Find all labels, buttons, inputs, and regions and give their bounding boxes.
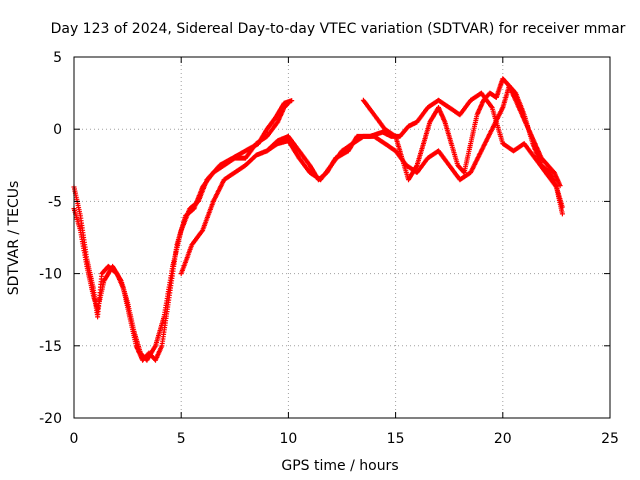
x-tick-label: 25 bbox=[601, 431, 619, 447]
x-tick-label: 20 bbox=[494, 431, 512, 447]
chart-title: Day 123 of 2024, Sidereal Day-to-day VTE… bbox=[51, 21, 626, 37]
plot-frame bbox=[73, 56, 611, 419]
data-point-markers bbox=[264, 83, 565, 217]
y-tick-label: -20 bbox=[39, 411, 62, 427]
data-point-markers bbox=[360, 76, 563, 189]
y-axis-label: SDTVAR / TECUs bbox=[6, 181, 22, 296]
x-tick-label: 15 bbox=[387, 431, 405, 447]
data-point-markers bbox=[178, 90, 565, 277]
data-series bbox=[71, 76, 565, 363]
series-track-e bbox=[360, 76, 563, 189]
y-tick-label: 5 bbox=[53, 50, 62, 66]
y-tick-label: 0 bbox=[53, 122, 62, 138]
series-track-c bbox=[178, 90, 565, 277]
x-tick-label: 0 bbox=[70, 431, 79, 447]
x-tick-label: 5 bbox=[177, 431, 186, 447]
y-tick-label: -15 bbox=[39, 339, 62, 355]
y-tick-label: -5 bbox=[48, 194, 62, 210]
data-point-markers bbox=[71, 98, 295, 363]
axes: 0 5 10 15 20 25 -20 -15 -10 -5 0 5 bbox=[39, 50, 619, 447]
y-tick-label: -10 bbox=[39, 267, 62, 283]
x-tick-label: 10 bbox=[279, 431, 297, 447]
x-axis-label: GPS time / hours bbox=[281, 458, 398, 474]
grid bbox=[74, 57, 610, 418]
series-track-d bbox=[264, 83, 565, 217]
series-track-b bbox=[71, 98, 295, 363]
